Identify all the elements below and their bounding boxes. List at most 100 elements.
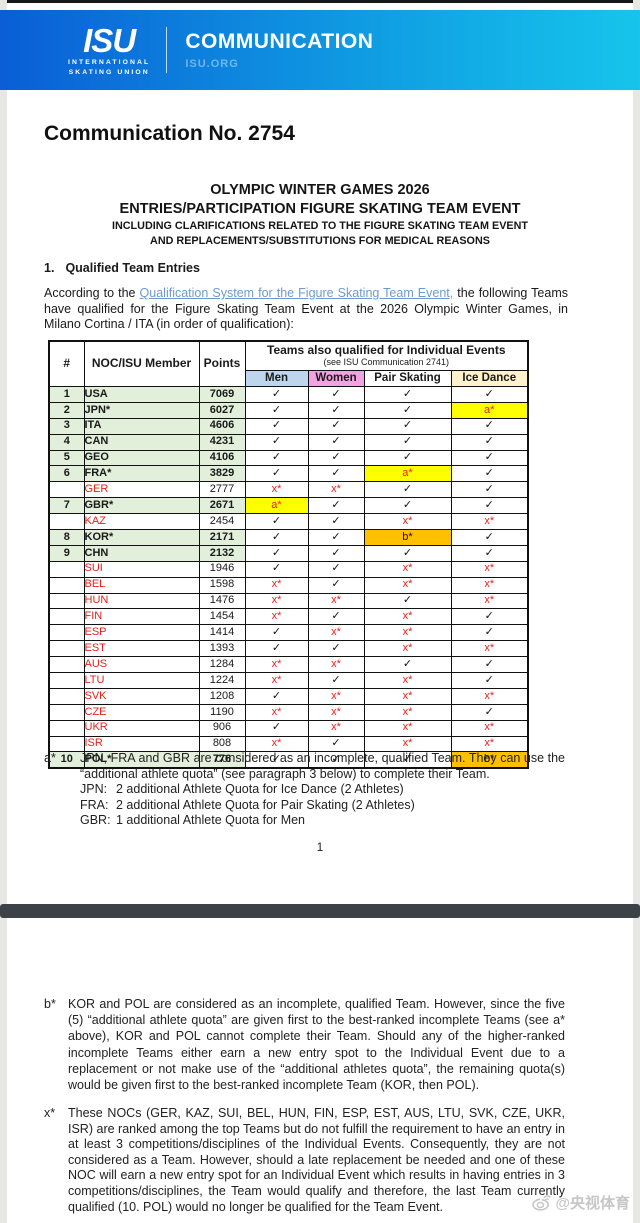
check-mark-cell: ✓ [450, 624, 529, 642]
rank-cell [48, 560, 85, 578]
isu-logo-text: ISU [83, 21, 136, 59]
points-cell: 2671 [198, 497, 246, 515]
points-cell: 6027 [198, 401, 246, 419]
heading-line-2: ENTRIES/PARTICIPATION FIGURE SKATING TEA… [119, 201, 521, 217]
points-cell: 4106 [198, 449, 246, 467]
x-mark-cell: x* [363, 719, 452, 737]
x-mark-cell: x* [244, 656, 309, 674]
team-row: 8 KOR* 2171 ✓ ✓ b* ✓ [48, 529, 529, 546]
rank-cell [48, 719, 85, 737]
noc-cell: ITA [83, 417, 200, 435]
team-row: HUN 1476 x* x* ✓ x* [48, 592, 529, 610]
noc-cell: EST [83, 640, 200, 658]
check-mark-cell: ✓ [450, 703, 529, 721]
footnote-b-marker: b* [44, 997, 56, 1011]
x-mark-cell: x* [450, 687, 529, 705]
check-mark-cell: ✓ [307, 529, 365, 546]
check-mark-cell: ✓ [244, 560, 309, 578]
rank-cell: 8 [48, 529, 85, 546]
check-mark-cell: ✓ [244, 433, 309, 451]
noc-cell: LTU [83, 672, 200, 689]
check-mark-cell: ✓ [244, 624, 309, 642]
x-mark-cell: x* [363, 624, 452, 642]
rank-cell: 1 [48, 386, 85, 403]
quota-line-fra: FRA: 2 additional Athlete Quota for Pair… [80, 798, 565, 814]
noc-cell: POL* [83, 751, 200, 769]
check-mark-cell: ✓ [244, 544, 309, 562]
check-mark-cell: ✓ [307, 513, 365, 531]
col-header-rank: # [48, 340, 85, 387]
team-row: EST 1393 ✓ ✓ x* x* [48, 640, 529, 658]
qualification-system-link[interactable]: Qualification System for the Figure Skat… [139, 286, 454, 300]
x-mark-cell: x* [244, 703, 309, 721]
team-row: 3 ITA 4606 ✓ ✓ ✓ ✓ [48, 417, 529, 435]
x-mark-cell: x* [363, 703, 452, 721]
quota-line-gbr: GBR: 1 additional Athlete Quota for Men [80, 813, 565, 829]
check-mark-cell: ✓ [307, 560, 365, 578]
rank-cell [48, 640, 85, 658]
quota-label-gbr: GBR: [80, 813, 111, 827]
document-title: Communication No. 2754 [44, 122, 295, 145]
team-row: KAZ 2454 ✓ ✓ x* x* [48, 513, 529, 531]
x-mark-cell: x* [307, 592, 365, 610]
banner-site: ISU.ORG [185, 57, 239, 70]
group-header-subtitle: (see ISU Communication 2741) [323, 357, 450, 367]
quota-label-fra: FRA: [80, 797, 109, 812]
rank-cell [48, 735, 85, 753]
check-mark-cell: ✓ [307, 640, 365, 658]
x-mark-cell: x* [450, 513, 529, 531]
noc-cell: CZE [83, 703, 200, 721]
col-header-pair-skating: Pair Skating [363, 370, 452, 387]
section-1-heading: 1. Qualified Team Entries [44, 261, 200, 275]
heading-line-4: AND REPLACEMENTS/SUBSTITUTIONS FOR MEDIC… [150, 235, 490, 247]
points-cell: 1454 [198, 608, 246, 626]
check-mark-cell: ✓ [307, 497, 365, 515]
team-row: SUI 1946 ✓ ✓ x* x* [48, 560, 529, 578]
quota-text-fra: 2 additional Athlete Quota for Pair Skat… [116, 797, 415, 812]
intro-text-post: the following Teams have qualified for t… [44, 286, 568, 331]
team-row: 6 FRA* 3829 ✓ ✓ a* ✓ [48, 465, 529, 483]
rank-cell [48, 672, 85, 689]
footnote-x-text: These NOCs (GER, KAZ, SUI, BEL, HUN, FIN… [68, 1106, 565, 1214]
noc-cell: UKR [83, 719, 200, 737]
check-mark-cell: ✓ [363, 386, 452, 403]
quota-text-jpn: 2 additional Athlete Quota for Ice Dance… [116, 782, 404, 796]
points-cell: 4231 [198, 433, 246, 451]
check-mark-cell: ✓ [363, 401, 452, 419]
check-mark-cell: ✓ [307, 386, 365, 403]
noc-cell: GBR* [83, 497, 200, 515]
team-table-body: 1 USA 7069 ✓ ✓ ✓ ✓ 2 JPN* 6027 ✓ ✓ ✓ a* 3 ITA 4606 ✓ ✓ ✓ ✓ 4 C… [48, 386, 529, 769]
isu-logo: ISU INTERNATIONAL SKATING UNION [68, 24, 150, 77]
check-mark-cell: ✓ [363, 433, 452, 451]
noc-cell: AUS [83, 656, 200, 674]
team-row: BEL 1598 x* ✓ x* x* [48, 576, 529, 594]
noc-cell: CAN [83, 433, 200, 451]
check-mark-cell: ✓ [244, 513, 309, 531]
rank-cell [48, 481, 85, 499]
check-mark-cell: ✓ [307, 544, 365, 562]
rank-cell: 10 [48, 751, 85, 769]
quota-line-jpn: JPN: 2 additional Athlete Quota for Ice … [80, 782, 565, 798]
check-mark-cell: ✓ [450, 529, 529, 546]
x-mark-cell: x* [363, 672, 452, 689]
check-mark-cell: ✓ [244, 687, 309, 705]
b-mark-cell: b* [363, 529, 452, 546]
col-header-ice-dance: Ice Dance [450, 370, 529, 387]
check-mark-cell: ✓ [450, 433, 529, 451]
team-row: GER 2777 x* x* ✓ ✓ [48, 481, 529, 499]
points-cell: 4606 [198, 417, 246, 435]
points-cell: 1598 [198, 576, 246, 594]
rank-cell [48, 624, 85, 642]
document-heading: OLYMPIC WINTER GAMES 2026 ENTRIES/PARTIC… [0, 181, 640, 249]
rank-cell: 6 [48, 465, 85, 483]
points-cell: 2132 [198, 544, 246, 562]
photo-top-line [0, 0, 640, 3]
noc-cell: SUI [83, 560, 200, 578]
intro-paragraph: According to the Qualification System fo… [44, 286, 568, 333]
check-mark-cell: ✓ [450, 465, 529, 483]
team-row: FIN 1454 x* ✓ x* ✓ [48, 608, 529, 626]
team-row: ISR 808 x* ✓ x* x* [48, 735, 529, 753]
x-mark-cell: x* [450, 735, 529, 753]
page-edge-right [633, 0, 640, 1223]
noc-cell: KAZ [83, 513, 200, 531]
